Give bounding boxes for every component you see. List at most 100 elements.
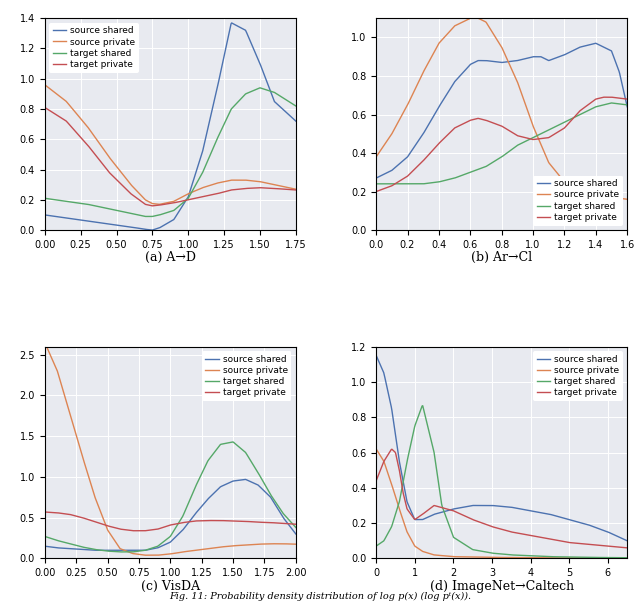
target private	[623, 544, 631, 552]
source private	[71, 108, 79, 115]
Line: source shared: source shared	[376, 43, 627, 178]
target shared	[403, 180, 410, 188]
source private	[140, 551, 148, 558]
source shared	[531, 53, 538, 60]
source shared	[454, 75, 462, 82]
source shared	[123, 223, 131, 230]
source shared	[140, 226, 148, 233]
source shared	[92, 547, 99, 554]
source shared	[41, 543, 49, 550]
target shared	[472, 167, 479, 174]
target shared	[223, 439, 230, 447]
target shared	[372, 543, 380, 550]
source private	[556, 172, 563, 179]
target private	[623, 95, 631, 103]
target shared	[140, 212, 148, 220]
Legend: source shared, source private, target shared, target private: source shared, source private, target sh…	[533, 351, 623, 401]
Line: target private: target private	[376, 97, 627, 192]
source shared	[623, 103, 631, 110]
target private	[223, 188, 230, 195]
target shared	[455, 537, 463, 544]
source shared	[454, 504, 462, 512]
source shared	[592, 39, 600, 47]
source private	[472, 554, 479, 561]
Text: Fig. 11: Probability density distribution of log p(x) (log pᵗ(x)).: Fig. 11: Probability density distributio…	[169, 592, 471, 601]
Line: target shared: target shared	[376, 405, 627, 558]
source shared	[623, 537, 631, 544]
source shared	[200, 501, 207, 508]
source private	[224, 543, 232, 550]
target private	[123, 526, 131, 534]
target shared	[623, 101, 631, 109]
Line: source shared: source shared	[45, 480, 296, 551]
source private	[403, 103, 410, 110]
target private	[372, 188, 380, 195]
source private	[292, 541, 300, 548]
target shared	[124, 548, 131, 555]
Line: source private: source private	[376, 449, 627, 558]
source private	[223, 543, 230, 550]
source shared	[403, 495, 410, 502]
source private	[454, 553, 462, 560]
Text: (b) Ar→Cl: (b) Ar→Cl	[471, 251, 532, 264]
target shared	[224, 439, 232, 447]
target shared	[71, 541, 79, 549]
target shared	[556, 553, 563, 560]
Text: (c) VisDA: (c) VisDA	[141, 580, 200, 592]
source shared	[71, 215, 79, 223]
target private	[403, 505, 411, 512]
source shared	[372, 174, 380, 181]
target shared	[41, 533, 49, 540]
source shared	[554, 513, 561, 520]
source shared	[242, 476, 250, 483]
source shared	[223, 480, 230, 487]
source shared	[200, 144, 207, 152]
Line: target shared: target shared	[376, 103, 627, 184]
target private	[455, 509, 463, 517]
target private	[555, 128, 563, 135]
source shared	[531, 508, 538, 515]
source private	[555, 554, 563, 561]
target shared	[224, 112, 232, 120]
target private	[71, 512, 79, 520]
source private	[140, 195, 148, 202]
target private	[600, 93, 608, 101]
source private	[623, 195, 631, 203]
target shared	[123, 209, 131, 216]
target private	[129, 527, 137, 534]
source private	[467, 15, 474, 22]
target private	[554, 537, 562, 544]
target shared	[141, 213, 149, 220]
target shared	[419, 402, 427, 409]
source private	[141, 552, 149, 559]
source private	[123, 175, 131, 183]
source shared	[554, 54, 561, 61]
Line: source shared: source shared	[45, 23, 296, 230]
target shared	[472, 547, 480, 554]
target shared	[200, 167, 207, 174]
source shared	[372, 352, 380, 359]
target shared	[555, 121, 563, 129]
target private	[41, 104, 49, 111]
target shared	[200, 467, 207, 474]
source private	[554, 171, 562, 178]
target private	[556, 537, 563, 544]
source private	[123, 548, 131, 555]
target shared	[531, 552, 538, 560]
target shared	[531, 134, 538, 141]
source private	[623, 555, 631, 562]
source shared	[223, 41, 230, 48]
Text: (d) ImageNet→Caltech: (d) ImageNet→Caltech	[429, 580, 573, 592]
source shared	[472, 58, 479, 66]
source private	[224, 177, 232, 185]
source private	[200, 546, 207, 553]
source shared	[124, 547, 131, 554]
source private	[472, 15, 480, 22]
source private	[531, 126, 538, 134]
target private	[472, 115, 479, 123]
target shared	[223, 115, 230, 123]
target shared	[116, 548, 124, 555]
source private	[223, 177, 230, 185]
source private	[403, 526, 410, 534]
source private	[554, 554, 561, 561]
